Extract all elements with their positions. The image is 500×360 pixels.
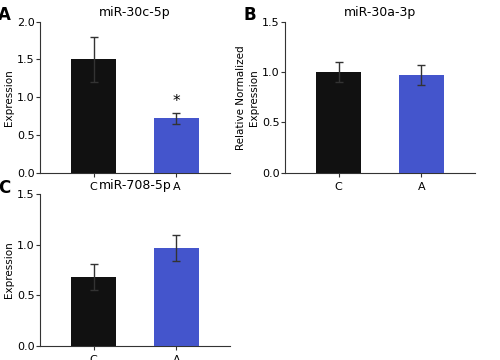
Title: miR-30a-3p: miR-30a-3p	[344, 6, 416, 19]
Bar	[154, 118, 199, 173]
Title: miR-708-5p: miR-708-5p	[98, 179, 172, 192]
Bar	[154, 248, 199, 346]
Text: B: B	[243, 6, 256, 24]
Bar	[398, 75, 444, 173]
Y-axis label: Relative Normalized
Expression: Relative Normalized Expression	[0, 45, 14, 149]
Bar	[316, 72, 362, 173]
Y-axis label: Relative Normalized
Expression: Relative Normalized Expression	[236, 45, 259, 149]
Text: C: C	[0, 179, 10, 197]
Y-axis label: Relative Normalized
Expression: Relative Normalized Expression	[0, 218, 14, 322]
Bar	[71, 59, 117, 173]
Text: A: A	[0, 6, 11, 24]
Bar	[71, 277, 117, 346]
Title: miR-30c-5p: miR-30c-5p	[99, 6, 171, 19]
Text: *: *	[172, 94, 180, 109]
